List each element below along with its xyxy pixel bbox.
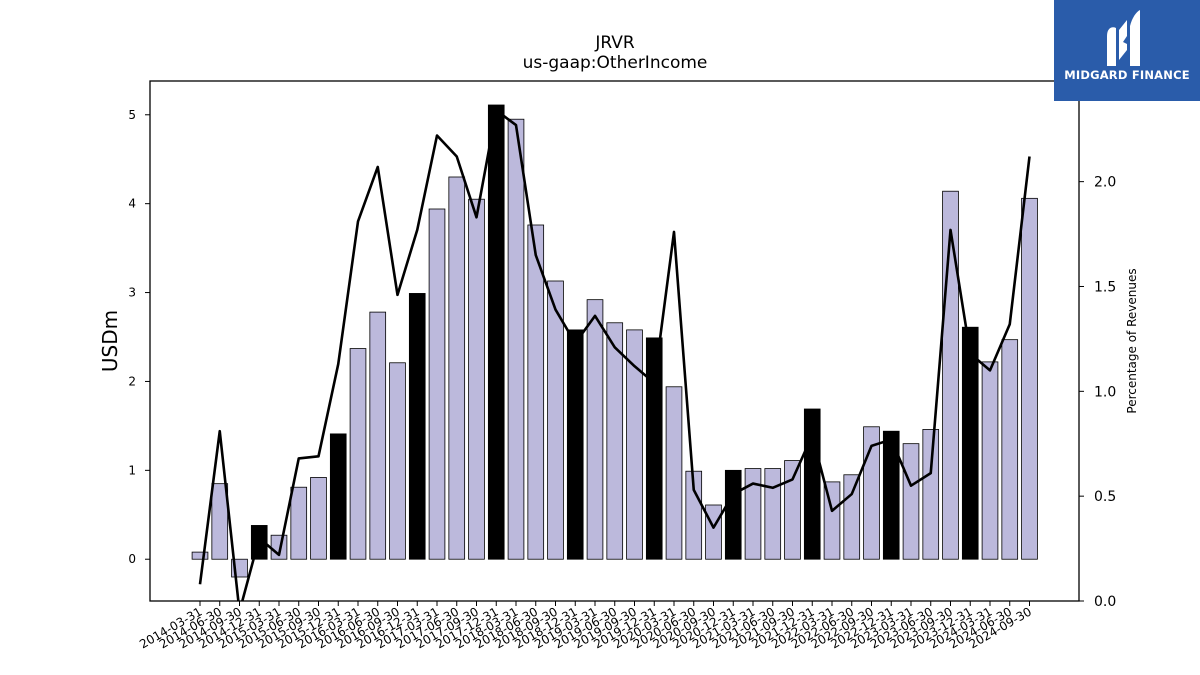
bar-2023-12-31 xyxy=(961,326,979,560)
bar-2021-12-31 xyxy=(803,408,821,560)
bar-2020-03-31 xyxy=(665,386,683,560)
bar-2023-09-30 xyxy=(942,190,959,560)
bar-2017-06-30 xyxy=(448,176,466,560)
bar-2021-06-30 xyxy=(764,468,782,560)
left-tick-label: 2 xyxy=(128,374,136,388)
bar-2016-12-31 xyxy=(408,293,426,560)
left-tick-label: 1 xyxy=(128,463,136,477)
chart-subtitle: us-gaap:OtherIncome xyxy=(523,53,708,73)
bar-2017-12-31 xyxy=(487,104,505,560)
bar-2021-03-31 xyxy=(744,468,762,560)
bar-2014-03-31 xyxy=(191,551,209,560)
line-layer xyxy=(198,109,1031,601)
bar-2022-06-30 xyxy=(843,474,861,560)
percentage-line xyxy=(198,109,1031,601)
bar-2014-06-30 xyxy=(211,483,229,560)
bar-2024-06-30 xyxy=(1001,339,1019,560)
midgard-finance-logo: MIDGARD FINANCE xyxy=(1054,0,1200,101)
right-axis-label: Percentage of Revenues xyxy=(1125,268,1139,413)
bar-2022-09-30 xyxy=(863,426,880,560)
bar-2015-12-31 xyxy=(329,433,347,560)
right-tick-label: 1.5 xyxy=(1094,279,1116,295)
x-axis: 2014-03-312014-06-302014-09-302014-12-31… xyxy=(137,601,1034,651)
bar-2018-09-30 xyxy=(547,280,564,560)
bar-2024-09-30 xyxy=(1021,197,1038,560)
right-tick-label: 0.5 xyxy=(1094,489,1116,505)
chart-title: JRVR xyxy=(594,33,635,53)
logo-text: MIDGARD FINANCE xyxy=(1064,68,1190,82)
bars-layer xyxy=(191,104,1038,578)
left-tick-label: 5 xyxy=(128,108,136,122)
bar-2016-03-31 xyxy=(349,348,367,560)
bar-2024-03-31 xyxy=(981,361,999,560)
bar-2017-03-31 xyxy=(428,208,446,560)
bar-2019-06-30 xyxy=(606,322,624,560)
right-tick-label: 1.0 xyxy=(1094,384,1116,400)
left-tick-label: 4 xyxy=(128,197,136,211)
bar-2018-06-30 xyxy=(527,224,545,560)
bar-2016-09-30 xyxy=(389,362,406,560)
bar-2015-06-30 xyxy=(290,486,308,560)
bar-2022-03-31 xyxy=(823,481,841,560)
bar-2015-09-30 xyxy=(310,477,327,560)
right-axis: 0.0 0.5 1.0 1.5 2.0 xyxy=(1079,175,1116,610)
bar-2020-06-30 xyxy=(685,470,703,560)
bar-2023-06-30 xyxy=(922,429,940,560)
left-axis: 0 1 2 3 4 5 xyxy=(128,108,150,566)
bar-2019-09-30 xyxy=(626,329,643,560)
right-tick-label: 0.0 xyxy=(1094,594,1116,610)
bar-2020-09-30 xyxy=(705,504,722,560)
bar-2022-12-31 xyxy=(882,430,900,560)
bar-2019-03-31 xyxy=(586,299,604,560)
left-tick-label: 3 xyxy=(128,286,136,300)
bar-2018-03-31 xyxy=(507,118,525,560)
right-tick-label: 2.0 xyxy=(1094,175,1116,191)
bar-2020-12-31 xyxy=(724,469,742,560)
y-axis-label: USDm xyxy=(98,310,122,372)
bar-2018-12-31 xyxy=(566,329,584,560)
bar-2023-03-31 xyxy=(902,443,920,560)
bar-2016-06-30 xyxy=(369,311,387,560)
bar-2021-09-30 xyxy=(784,460,801,560)
left-tick-label: 0 xyxy=(128,552,136,566)
bar-2019-12-31 xyxy=(645,337,663,560)
logo-mark-icon xyxy=(1107,10,1140,66)
bar-2017-09-30 xyxy=(468,198,485,560)
